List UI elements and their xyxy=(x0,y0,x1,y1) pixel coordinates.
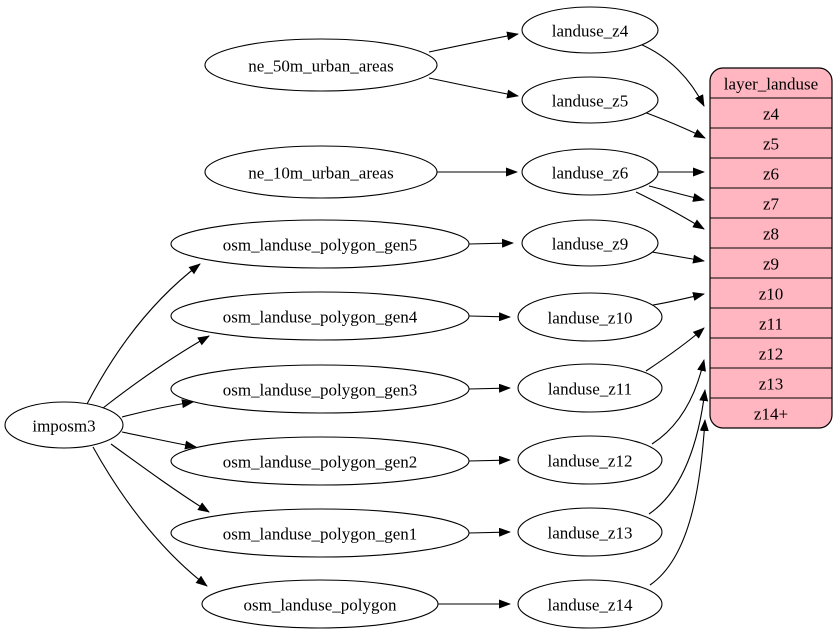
table-row-z6: z6 xyxy=(763,165,779,184)
node-ellipse-landuse_z14 xyxy=(517,579,663,629)
node-osm_landuse_polygon_gen4: osm_landuse_polygon_gen4 xyxy=(170,291,470,341)
node-label-osm_landuse_polygon_gen3: osm_landuse_polygon_gen3 xyxy=(223,381,418,400)
table-row-z7: z7 xyxy=(763,195,780,214)
table-layer: layer_landuse z4 z5 z6 z7 z8 z9 z10 z11 z12 z13 z14… xyxy=(709,67,833,429)
table-row-z13: z13 xyxy=(759,375,784,394)
node-label-landuse_z13: landuse_z13 xyxy=(548,524,633,543)
node-label-osm_landuse_polygon_gen1: osm_landuse_polygon_gen1 xyxy=(223,525,418,544)
node-ellipse-osm_landuse_polygon xyxy=(201,579,439,629)
edge-landuse_z9-to-layer_landuse-z9 xyxy=(651,251,705,264)
node-ellipse-osm_landuse_polygon_gen2 xyxy=(170,436,470,486)
node-landuse_z10: landuse_z10 xyxy=(517,292,663,342)
edge-landuse_z13-to-layer_landuse-z13 xyxy=(648,389,709,515)
node-landuse_z4: landuse_z4 xyxy=(521,6,659,54)
node-label-osm_landuse_polygon_gen4: osm_landuse_polygon_gen4 xyxy=(223,308,418,327)
node-ne_50m_urban_areas: ne_50m_urban_areas xyxy=(204,38,438,92)
node-label-ne_10m_urban_areas: ne_10m_urban_areas xyxy=(248,164,393,183)
node-osm_landuse_polygon_gen3: osm_landuse_polygon_gen3 xyxy=(170,364,470,414)
node-label-landuse_z12: landuse_z12 xyxy=(548,452,633,471)
edge-landuse_z6-to-layer_landuse-z7 xyxy=(648,185,705,202)
node-label-osm_landuse_polygon: osm_landuse_polygon xyxy=(244,596,397,615)
node-label-landuse_z9: landuse_z9 xyxy=(552,235,628,254)
node-ellipse-landuse_z9 xyxy=(521,219,659,267)
table-row-z4: z4 xyxy=(763,105,780,124)
edge-landuse_z5-to-layer_landuse-z5 xyxy=(643,111,706,139)
node-ne_10m_urban_areas: ne_10m_urban_areas xyxy=(204,145,438,199)
node-landuse_z14: landuse_z14 xyxy=(517,579,663,629)
edge-ne_50m_urban_areas-to-landuse_z4 xyxy=(428,31,519,53)
edge-osm_landuse_polygon_gen4-to-landuse_z10 xyxy=(468,312,511,322)
edges-layer xyxy=(86,31,709,609)
table-row-z14plus: z14+ xyxy=(754,405,788,424)
node-label-landuse_z10: landuse_z10 xyxy=(548,309,633,328)
table-row-z11: z11 xyxy=(759,315,783,334)
node-landuse_z12: landuse_z12 xyxy=(517,435,663,485)
edge-landuse_z14-to-layer_landuse-z14plus xyxy=(649,419,709,586)
node-osm_landuse_polygon_gen5: osm_landuse_polygon_gen5 xyxy=(170,219,470,269)
table-title: layer_landuse xyxy=(724,75,818,94)
node-label-landuse_z5: landuse_z5 xyxy=(552,92,628,111)
node-landuse_z5: landuse_z5 xyxy=(521,76,659,124)
node-ellipse-ne_50m_urban_areas xyxy=(204,38,438,92)
edge-landuse_z11-to-layer_landuse-z11 xyxy=(645,327,705,372)
node-ellipse-ne_10m_urban_areas xyxy=(204,145,438,199)
edge-osm_landuse_polygon_gen2-to-landuse_z12 xyxy=(468,455,511,465)
edge-landuse_z12-to-layer_landuse-z12 xyxy=(651,359,706,445)
node-osm_landuse_polygon_gen2: osm_landuse_polygon_gen2 xyxy=(170,436,470,486)
node-osm_landuse_polygon_gen1: osm_landuse_polygon_gen1 xyxy=(170,508,470,558)
edge-imposm3-to-osm_landuse_polygon_gen3 xyxy=(121,399,194,418)
node-ellipse-osm_landuse_polygon_gen3 xyxy=(170,364,470,414)
node-label-landuse_z14: landuse_z14 xyxy=(548,596,633,615)
node-ellipse-landuse_z5 xyxy=(521,76,659,124)
node-label-landuse_z6: landuse_z6 xyxy=(552,164,628,183)
edge-imposm3-to-osm_landuse_polygon_gen1 xyxy=(110,443,210,513)
edge-osm_landuse_polygon_gen5-to-landuse_z9 xyxy=(468,238,514,248)
edge-osm_landuse_polygon_gen1-to-landuse_z13 xyxy=(468,527,511,537)
edge-landuse_z10-to-layer_landuse-z10 xyxy=(652,292,705,306)
node-label-landuse_z4: landuse_z4 xyxy=(552,22,629,41)
node-landuse_z13: landuse_z13 xyxy=(517,507,663,557)
node-landuse_z6: landuse_z6 xyxy=(521,148,659,196)
node-label-landuse_z11: landuse_z11 xyxy=(548,380,632,399)
node-label-osm_landuse_polygon_gen5: osm_landuse_polygon_gen5 xyxy=(223,236,418,255)
nodes-layer: imposm3 ne_50m_urban_areas ne_10m_urban_ar… xyxy=(4,6,663,629)
node-ellipse-imposm3 xyxy=(4,401,124,449)
node-ellipse-landuse_z12 xyxy=(517,435,663,485)
edge-imposm3-to-osm_landuse_polygon_gen4 xyxy=(102,335,210,409)
table-layer_landuse: layer_landuse z4 z5 z6 z7 z8 z9 z10 z11 z12 z13 z14… xyxy=(709,67,833,429)
edge-imposm3-to-osm_landuse_polygon_gen5 xyxy=(86,263,201,405)
node-ellipse-landuse_z13 xyxy=(517,507,663,557)
node-ellipse-landuse_z4 xyxy=(521,6,659,54)
table-row-z12: z12 xyxy=(759,345,784,364)
node-ellipse-osm_landuse_polygon_gen5 xyxy=(170,219,470,269)
node-landuse_z11: landuse_z11 xyxy=(517,363,663,413)
edge-landuse_z4-to-layer_landuse-z4 xyxy=(639,43,705,107)
edge-imposm3-to-osm_landuse_polygon xyxy=(92,446,208,587)
node-label-osm_landuse_polygon_gen2: osm_landuse_polygon_gen2 xyxy=(223,453,418,472)
node-label-ne_50m_urban_areas: ne_50m_urban_areas xyxy=(248,57,393,76)
edge-imposm3-to-osm_landuse_polygon_gen2 xyxy=(121,431,197,450)
node-ellipse-landuse_z6 xyxy=(521,148,659,196)
node-imposm3: imposm3 xyxy=(4,401,124,449)
table-row-z5: z5 xyxy=(763,135,779,154)
node-osm_landuse_polygon: osm_landuse_polygon xyxy=(201,579,439,629)
edge-osm_landuse_polygon_gen3-to-landuse_z11 xyxy=(468,383,511,393)
node-ellipse-landuse_z10 xyxy=(517,292,663,342)
edge-ne_50m_urban_areas-to-landuse_z5 xyxy=(428,77,519,99)
node-landuse_z9: landuse_z9 xyxy=(521,219,659,267)
node-ellipse-osm_landuse_polygon_gen4 xyxy=(170,291,470,341)
node-ellipse-landuse_z11 xyxy=(517,363,663,413)
edge-landuse_z6-to-layer_landuse-z8 xyxy=(635,191,705,230)
node-label-imposm3: imposm3 xyxy=(32,417,95,436)
node-ellipse-osm_landuse_polygon_gen1 xyxy=(170,508,470,558)
table-row-z10: z10 xyxy=(759,285,784,304)
table-row-z8: z8 xyxy=(763,225,779,244)
table-row-z9: z9 xyxy=(763,255,779,274)
